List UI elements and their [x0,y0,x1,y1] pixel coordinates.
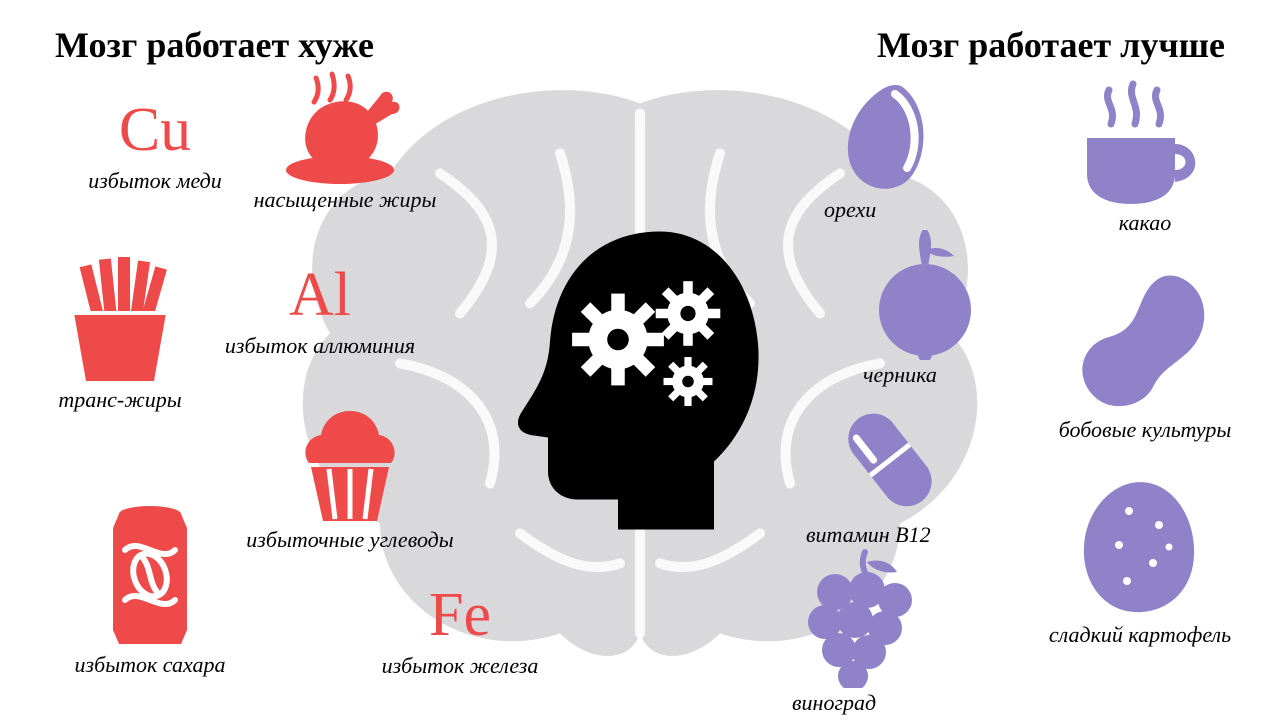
al-symbol-icon: Al [200,260,440,331]
label-fe: избыток железа [360,653,560,679]
label-nuts: орехи [824,197,960,223]
label-sugar: избыток сахара [55,652,245,678]
label-beans: бобовые культуры [1035,417,1255,443]
infographic-stage: { "type":"infographic", "canvas":{"width… [0,0,1280,722]
cu-symbol-icon: Cu [75,95,235,166]
item-potato: сладкий картофель [1030,475,1250,648]
label-cu: избыток меди [75,168,235,194]
item-blueberry: черника [845,230,1005,388]
label-potato: сладкий картофель [1030,622,1250,648]
item-carbs: избыточные углеводы [225,405,475,553]
fries-icon [35,255,205,385]
fe-symbol-icon: Fe [360,580,560,651]
pill-icon [800,400,980,520]
potato-icon [1030,475,1250,620]
label-al: избыток аллюминия [200,333,440,359]
item-cu: Cu избыток меди [75,95,235,194]
title-right: Мозг работает лучше [877,24,1225,66]
label-carbs: избыточные углеводы [225,527,475,553]
item-sugar: избыток сахара [55,500,245,678]
label-trans: транс-жиры [35,387,205,413]
cupcake-icon [225,405,475,525]
item-cocoa: какао [1060,78,1230,236]
item-satfat: насыщенные жиры [245,70,445,213]
grapes-icon [770,548,940,688]
soda-can-icon [55,500,245,650]
item-b12: витамин В12 [800,400,980,548]
head-gears-icon [500,222,780,532]
item-al: Al избыток аллюминия [200,260,440,359]
label-grapes: виноград [792,690,940,716]
title-left: Мозг работает хуже [55,24,374,66]
label-satfat: насыщенные жиры [245,187,445,213]
berry-icon [845,230,1005,360]
cocoa-cup-icon [1060,78,1230,208]
item-beans: бобовые культуры [1035,265,1255,443]
label-blueberry: черника [863,362,1005,388]
label-cocoa: какао [1060,210,1230,236]
label-b12: витамин В12 [806,522,980,548]
almond-icon [810,80,960,195]
item-fe: Fe избыток железа [360,580,560,679]
bean-icon [1035,265,1255,415]
item-grapes: виноград [770,548,940,716]
item-nuts: орехи [810,80,960,223]
item-trans: транс-жиры [35,255,205,413]
chicken-icon [245,70,445,185]
